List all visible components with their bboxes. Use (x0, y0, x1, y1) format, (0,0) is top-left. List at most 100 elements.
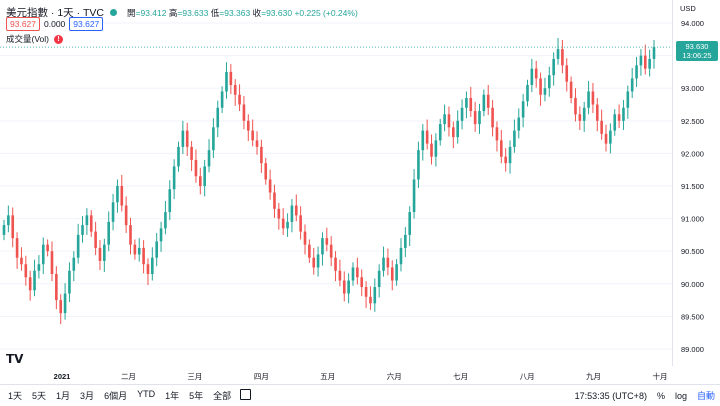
candle-body (242, 104, 246, 121)
candle-body (408, 212, 412, 235)
log-scale-button[interactable]: log (674, 390, 687, 401)
candle-body (373, 287, 377, 304)
candle-body (591, 91, 595, 105)
candle-body (273, 192, 276, 209)
candle-body (386, 257, 390, 268)
candle-body (251, 130, 254, 141)
range-1y-button[interactable]: 1年 (165, 391, 180, 401)
range-3m-button[interactable]: 3月 (80, 391, 95, 401)
candle-body (207, 150, 211, 167)
symbol-title[interactable]: 美元指數 · 1天 · TVC (6, 7, 105, 19)
candlestick-chart[interactable] (0, 0, 672, 366)
volume-indicator[interactable]: 成交量(Vol) ! (6, 33, 63, 45)
tradingview-logo-icon[interactable]: 𝗧𝗩 (6, 352, 24, 366)
candle-body (120, 186, 124, 206)
candle-body (569, 81, 573, 98)
candle-body (639, 55, 643, 66)
auto-scale-button[interactable]: 自動 (696, 391, 715, 401)
candle-body (229, 71, 233, 85)
candle-body (351, 267, 355, 281)
candle-body (452, 127, 455, 138)
market-status-dot-icon[interactable] (110, 9, 118, 16)
range-5y-button[interactable]: 5年 (189, 391, 204, 401)
candle-body (212, 127, 215, 151)
candle-body (281, 218, 285, 229)
candle-body (59, 300, 63, 314)
candle-body (168, 189, 172, 213)
candle-body (46, 244, 49, 252)
low-label: 低 (210, 7, 220, 18)
last-price-tag: 93.630 13:06:25 (676, 41, 718, 62)
warning-icon[interactable]: ! (53, 34, 63, 44)
candle-body (225, 71, 228, 92)
time-tick-label: 二月 (121, 372, 136, 381)
candle-body (199, 176, 202, 186)
candle-body (504, 156, 507, 164)
range-6m-button[interactable]: 6個月 (104, 391, 128, 401)
candle-body (246, 120, 250, 131)
range-1m-button[interactable]: 1月 (56, 391, 71, 401)
candle-body (513, 130, 516, 147)
candle-body (473, 111, 477, 125)
candle-body (233, 84, 237, 95)
price-tick-label: 92.000 (681, 149, 704, 158)
close-value: =93.630 (261, 7, 293, 18)
candle-body (482, 94, 486, 112)
range-ytd-button[interactable]: YTD (137, 389, 156, 399)
clock[interactable]: 17:53:35 (UTC+8) (574, 390, 647, 401)
time-axis-ticks: 2021 二月 三月 四月 五月 六月 七月 八月 九月 十月 (54, 371, 668, 381)
candle-body (652, 47, 656, 59)
candle-body (142, 247, 145, 265)
price-tick-label: 90.500 (681, 247, 704, 256)
ohlc-values: 開=93.412 高=93.633 低=93.363 收=93.630 +0.2… (127, 7, 358, 19)
sell-button[interactable]: 93.627 (6, 17, 40, 31)
price-tick-label: 91.500 (681, 182, 704, 191)
candle-body (15, 238, 19, 258)
candle-body (604, 133, 608, 144)
time-axis[interactable]: 2021 二月 三月 四月 五月 六月 七月 八月 九月 十月 (0, 366, 672, 384)
candle-body (37, 264, 41, 271)
candle-body (172, 166, 176, 190)
candle-body (390, 267, 394, 281)
candle-body (543, 88, 547, 95)
currency-label[interactable]: USD (680, 4, 696, 13)
price-tick-label: 89.500 (681, 312, 704, 321)
price-tick-label: 93.000 (681, 84, 704, 93)
candle-body (2, 225, 6, 235)
open-value: =93.412 (135, 7, 167, 18)
candle-body (94, 231, 97, 248)
candle-body (399, 247, 403, 265)
time-tick-label: 九月 (586, 372, 601, 381)
candle-body (369, 296, 372, 304)
range-5d-button[interactable]: 5天 (32, 391, 47, 401)
time-tick-label: 四月 (254, 372, 269, 381)
close-label: 收 (252, 7, 262, 18)
candle-body (72, 257, 76, 271)
time-tick-label: 十月 (653, 371, 668, 381)
candle-body (404, 234, 407, 248)
candle-body (438, 124, 442, 141)
time-tick-label: 三月 (187, 372, 202, 381)
chart-area[interactable] (0, 0, 672, 366)
range-all-button[interactable]: 全部 (213, 391, 232, 401)
candle-body (85, 215, 89, 226)
candle-body (574, 98, 577, 115)
range-1d-button[interactable]: 1天 (8, 391, 23, 401)
candle-body (582, 107, 586, 121)
candle-body (185, 130, 189, 147)
percent-scale-button[interactable]: % (656, 390, 665, 401)
trade-row: 93.627 0.000 93.627 (6, 17, 107, 31)
candle-body (491, 107, 494, 128)
candle-body (447, 114, 451, 128)
candle-body (430, 143, 433, 157)
candle-body (98, 247, 102, 261)
candle-body (325, 238, 329, 245)
candle-body (116, 186, 119, 203)
buy-button[interactable]: 93.627 (69, 17, 104, 31)
candle-body (316, 254, 320, 268)
calendar-icon[interactable] (240, 389, 252, 400)
candle-body (517, 117, 521, 131)
candle-body (155, 241, 158, 258)
candle-body (469, 98, 473, 112)
candle-body (425, 130, 429, 144)
